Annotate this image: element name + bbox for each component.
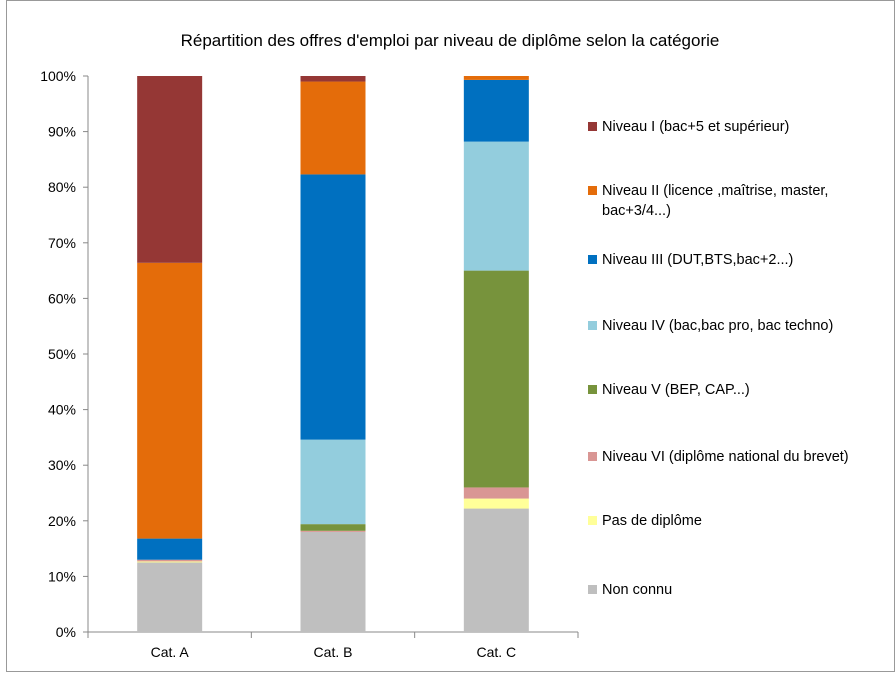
bar-segment: [137, 262, 203, 539]
legend-label: Niveau IV (bac,bac pro, bac techno): [602, 318, 834, 334]
bar-segment: [300, 439, 366, 525]
bar-segment: [463, 270, 529, 488]
legend-label: Niveau II (licence ,maîtrise, master, ba…: [602, 183, 829, 219]
y-tick-label: 20%: [48, 513, 76, 529]
legend-swatch: [588, 452, 597, 461]
bar-segment: [137, 561, 203, 563]
x-tick-label: Cat. C: [476, 644, 516, 660]
bar-segment: [137, 559, 203, 562]
y-tick-label: 30%: [48, 457, 76, 473]
bar-segment: [300, 530, 366, 532]
legend-swatch: [588, 516, 597, 525]
y-tick-label: 90%: [48, 124, 76, 140]
legend-label: Niveau I (bac+5 et supérieur): [602, 119, 790, 135]
bar-segment: [137, 76, 203, 263]
chart-title: Répartition des offres d'emploi par nive…: [181, 31, 720, 50]
bar-segment: [300, 524, 366, 531]
y-tick-label: 40%: [48, 402, 76, 418]
bar-segment: [463, 76, 529, 80]
bar-segment: [300, 531, 366, 632]
legend-item: Niveau V (BEP, CAP...): [588, 380, 892, 400]
bar-segment: [463, 487, 529, 499]
legend-label: Niveau VI (diplôme national du brevet): [602, 449, 849, 465]
legend-item: Niveau II (licence ,maîtrise, master, ba…: [588, 181, 892, 221]
bar-segment: [300, 174, 366, 440]
bar-segment: [300, 76, 366, 82]
bar-segment: [137, 562, 203, 632]
bar-segment: [463, 508, 529, 632]
legend-item: Non connu: [588, 580, 892, 600]
legend-item: Pas de diplôme: [588, 511, 892, 531]
y-tick-label: 50%: [48, 346, 76, 362]
legend-label: Niveau V (BEP, CAP...): [602, 382, 750, 398]
bar-segment: [463, 141, 529, 271]
chart-border: [6, 0, 895, 672]
y-tick-label: 60%: [48, 290, 76, 306]
x-tick-label: Cat. A: [151, 644, 190, 660]
y-tick-label: 80%: [48, 179, 76, 195]
bar-segment: [463, 498, 529, 509]
bar-segment: [463, 79, 529, 142]
legend-item: Niveau III (DUT,BTS,bac+2...): [588, 250, 892, 270]
legend-swatch: [588, 122, 597, 131]
legend-item: Niveau I (bac+5 et supérieur): [588, 117, 892, 137]
x-tick-label: Cat. B: [314, 644, 353, 660]
y-tick-label: 10%: [48, 568, 76, 584]
legend-label: Niveau III (DUT,BTS,bac+2...): [602, 252, 794, 268]
legend-item: Niveau VI (diplôme national du brevet): [588, 447, 892, 467]
legend-swatch: [588, 255, 597, 264]
legend-label: Non connu: [602, 582, 673, 598]
bar-segment: [137, 538, 203, 560]
y-tick-label: 0%: [56, 624, 76, 640]
bar-segment: [300, 81, 366, 175]
legend-swatch: [588, 585, 597, 594]
legend-item: Niveau IV (bac,bac pro, bac techno): [588, 316, 892, 336]
legend-label: Pas de diplôme: [602, 513, 702, 529]
legend-swatch: [588, 385, 597, 394]
legend-swatch: [588, 321, 597, 330]
y-tick-label: 100%: [40, 68, 76, 84]
legend-swatch: [588, 186, 597, 195]
y-tick-label: 70%: [48, 235, 76, 251]
